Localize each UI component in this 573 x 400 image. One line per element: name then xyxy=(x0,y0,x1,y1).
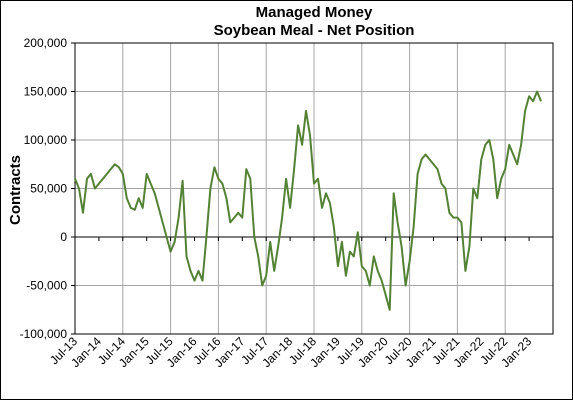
chart-title: Managed Money xyxy=(256,4,373,21)
y-axis-label: Contracts xyxy=(7,155,24,225)
chart-subtitle: Soybean Meal - Net Position xyxy=(214,22,415,39)
y-tick-label: 50,000 xyxy=(30,182,67,196)
y-tick-label: -50,000 xyxy=(26,279,67,293)
y-tick-label: 200,000 xyxy=(24,36,68,50)
y-tick-label: 150,000 xyxy=(24,85,68,99)
plot-border xyxy=(74,42,554,335)
y-tick-label: 0 xyxy=(60,230,67,244)
data-line xyxy=(74,90,542,311)
y-tick-label: 100,000 xyxy=(24,133,68,147)
y-tick-label: -100,000 xyxy=(20,327,68,341)
